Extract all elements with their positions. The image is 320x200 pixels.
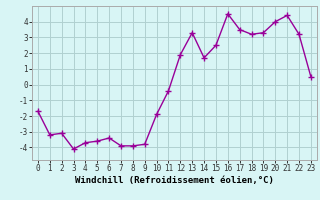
X-axis label: Windchill (Refroidissement éolien,°C): Windchill (Refroidissement éolien,°C) (75, 176, 274, 185)
